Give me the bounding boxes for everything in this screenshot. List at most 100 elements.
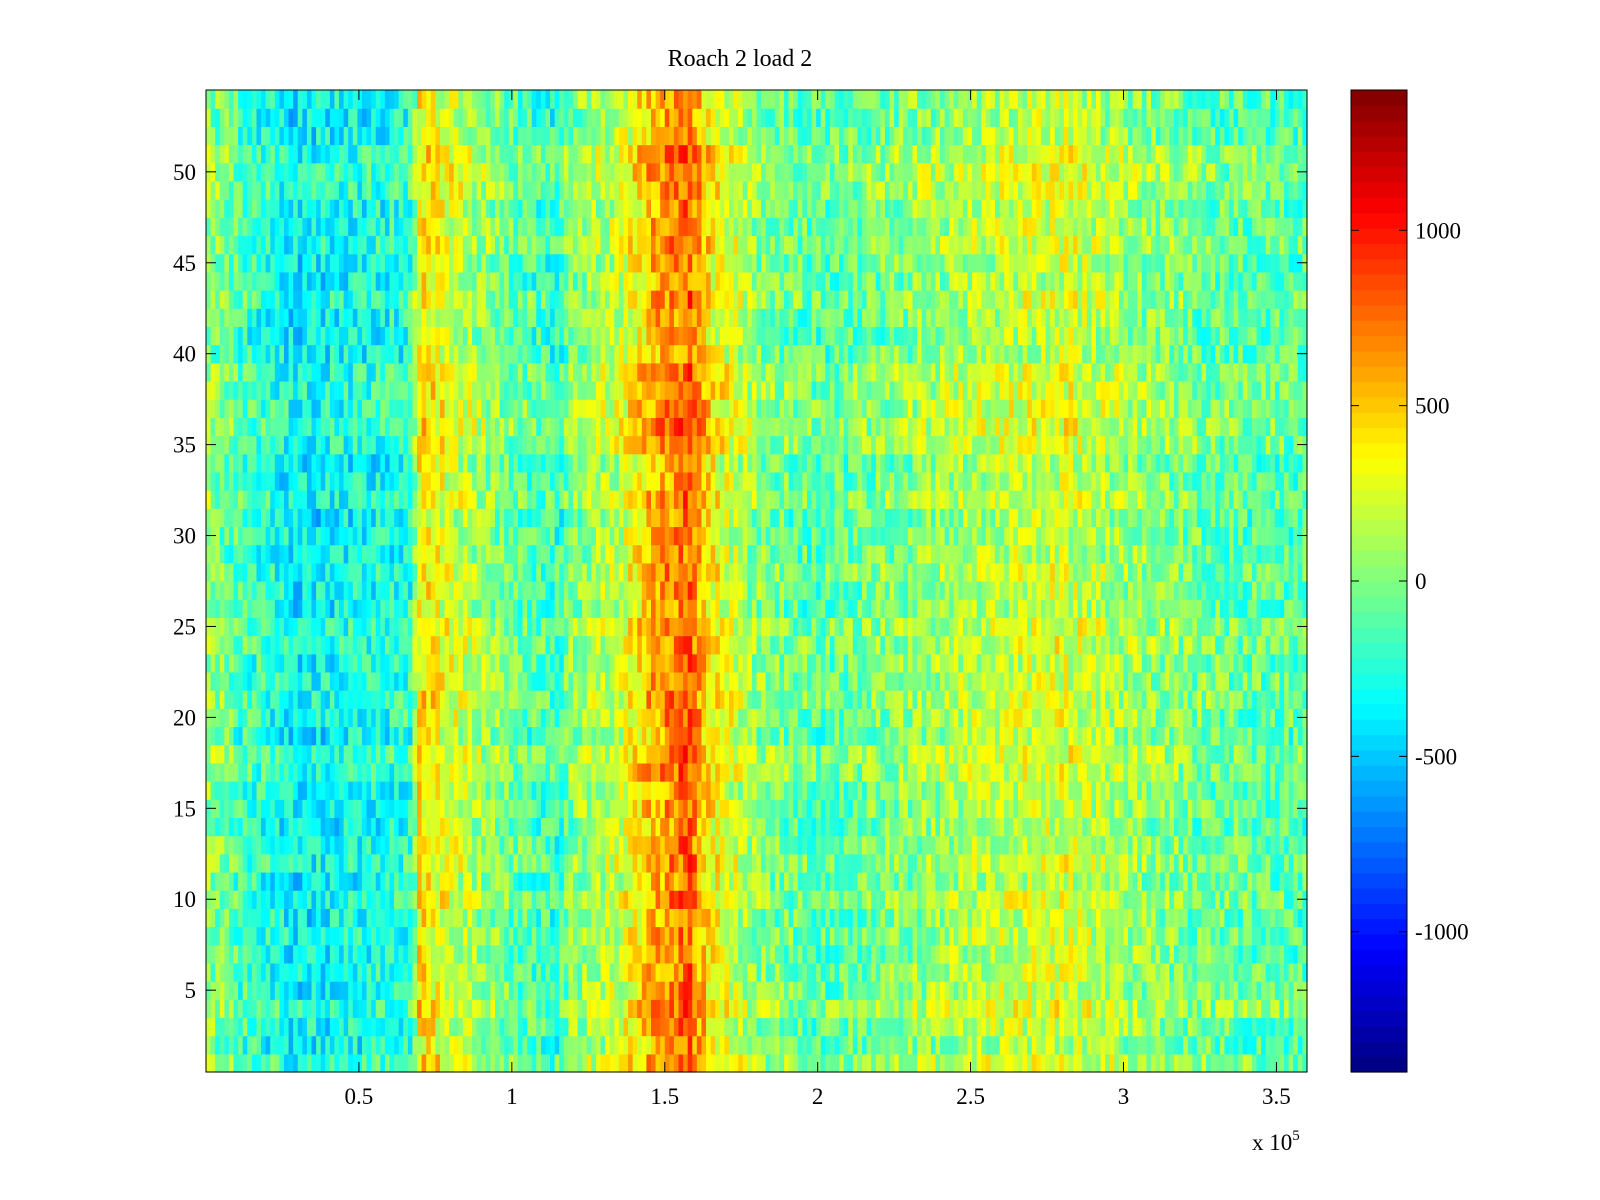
- heatmap-cell: [398, 853, 404, 873]
- heatmap-cell: [839, 799, 845, 819]
- heatmap-cell: [591, 853, 597, 873]
- heatmap-cell: [981, 781, 987, 800]
- heatmap-cell: [462, 762, 469, 782]
- heatmap-cell: [921, 781, 927, 800]
- heatmap-cell: [371, 853, 377, 873]
- heatmap-cell: [756, 781, 762, 800]
- heatmap-cell: [724, 708, 730, 728]
- heatmap-cell: [403, 1035, 409, 1055]
- heatmap-cell: [1302, 944, 1308, 964]
- heatmap-cell: [742, 744, 748, 764]
- heatmap-cell: [958, 871, 964, 891]
- heatmap-cell: [417, 781, 423, 800]
- heatmap-cell: [972, 690, 978, 709]
- heatmap-cell: [875, 726, 881, 746]
- heatmap-cell: [788, 690, 794, 709]
- heatmap-cell: [573, 762, 579, 782]
- heatmap-cell: [485, 999, 492, 1019]
- heatmap-cell: [802, 690, 808, 709]
- heatmap-cell: [976, 981, 982, 1000]
- heatmap-cell: [412, 817, 418, 837]
- heatmap-cell: [1173, 1053, 1180, 1073]
- heatmap-cell: [366, 926, 372, 946]
- heatmap-cell: [1105, 962, 1111, 982]
- heatmap-cell: [650, 1017, 657, 1037]
- heatmap-cell: [609, 762, 615, 782]
- heatmap-cell: [985, 908, 992, 928]
- heatmap-cell: [582, 762, 588, 782]
- heatmap-cell: [297, 762, 303, 782]
- heatmap-cell: [999, 890, 1005, 909]
- heatmap-cell: [270, 1035, 276, 1055]
- heatmap-cell: [421, 1017, 427, 1037]
- heatmap-cell: [1224, 944, 1230, 964]
- heatmap-cell: [756, 762, 762, 782]
- heatmap-cell: [949, 817, 955, 837]
- heatmap-cell: [495, 799, 501, 819]
- heatmap-cell: [1224, 962, 1230, 982]
- heatmap-cell: [1215, 944, 1221, 964]
- heatmap-cell: [1256, 726, 1262, 746]
- heatmap-cell: [343, 1035, 349, 1055]
- heatmap-cell: [687, 1035, 693, 1055]
- heatmap-cell: [256, 690, 262, 709]
- heatmap-cell: [247, 853, 253, 873]
- heatmap-cell: [632, 1053, 638, 1073]
- heatmap-cell: [774, 744, 781, 764]
- heatmap-cell: [862, 708, 868, 728]
- heatmap-cell: [793, 762, 799, 782]
- heatmap-cell: [242, 726, 248, 746]
- heatmap-cell: [701, 1035, 707, 1055]
- heatmap-cell: [710, 708, 716, 728]
- heatmap-cell: [907, 962, 914, 982]
- heatmap-cell: [508, 690, 514, 709]
- heatmap-cell: [224, 708, 230, 728]
- heatmap-cell: [1013, 744, 1019, 764]
- heatmap-cell: [279, 890, 285, 909]
- heatmap-cell: [848, 1035, 854, 1055]
- heatmap-cell: [384, 926, 391, 946]
- heatmap-cell: [210, 908, 216, 928]
- heatmap-cell: [857, 926, 863, 946]
- heatmap-cell: [389, 890, 395, 909]
- heatmap-cell: [462, 999, 469, 1019]
- heatmap-cell: [949, 999, 955, 1019]
- heatmap-cell: [316, 871, 322, 891]
- heatmap-cell: [261, 726, 267, 746]
- heatmap-cell: [1270, 726, 1276, 746]
- heatmap-cell: [692, 744, 698, 764]
- heatmap-cell: [779, 1053, 785, 1073]
- heatmap-cell: [733, 926, 739, 946]
- heatmap-cell: [1022, 744, 1028, 764]
- heatmap-cell: [981, 944, 987, 964]
- heatmap-cell: [1045, 853, 1051, 873]
- heatmap-cell: [490, 871, 496, 891]
- heatmap-cell: [293, 926, 299, 946]
- heatmap-cell: [843, 926, 849, 946]
- heatmap-cell: [990, 726, 996, 746]
- heatmap-cell: [884, 817, 891, 837]
- heatmap-cell: [1132, 871, 1138, 891]
- heatmap-cell: [320, 981, 326, 1000]
- heatmap-cell: [995, 1017, 1001, 1037]
- heatmap-cell: [605, 853, 611, 873]
- heatmap-cell: [1114, 835, 1120, 855]
- heatmap-cell: [944, 762, 950, 782]
- heatmap-cell: [1059, 690, 1065, 709]
- heatmap-cell: [949, 708, 955, 728]
- heatmap-cell: [348, 944, 354, 964]
- heatmap-cell: [1050, 962, 1056, 982]
- heatmap-cell: [632, 1017, 638, 1037]
- heatmap-cell: [618, 835, 625, 855]
- heatmap-cell: [985, 726, 992, 746]
- heatmap-cell: [407, 690, 414, 709]
- heatmap-cell: [1261, 871, 1267, 891]
- heatmap-cell: [605, 817, 611, 837]
- heatmap-cell: [673, 817, 680, 837]
- heatmap-cell: [421, 1035, 427, 1055]
- heatmap-cell: [293, 871, 299, 891]
- heatmap-cell: [650, 817, 657, 837]
- heatmap-cell: [573, 944, 579, 964]
- heatmap-cell: [1141, 1017, 1148, 1037]
- heatmap-cell: [306, 835, 313, 855]
